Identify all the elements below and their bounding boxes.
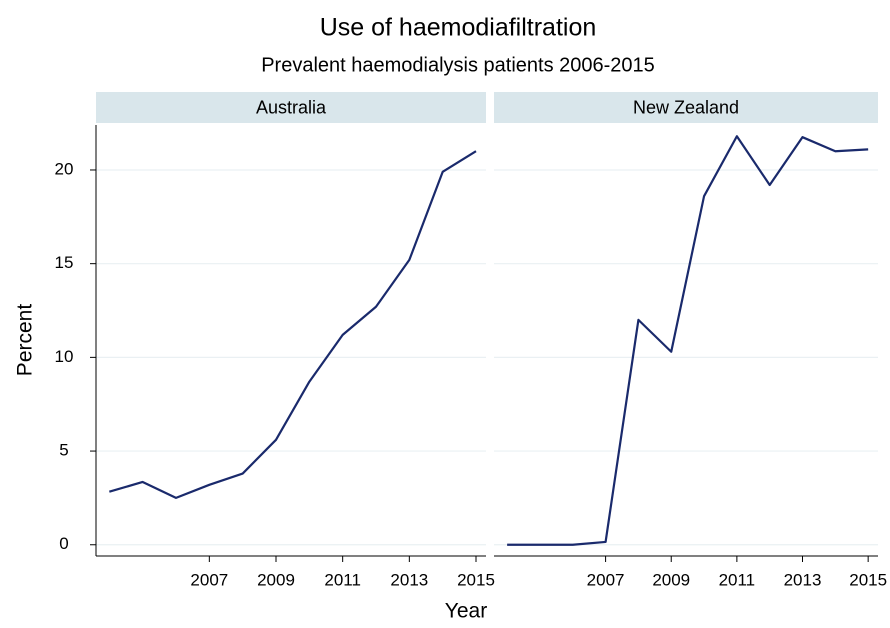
x-tick-label: 2015 bbox=[457, 570, 495, 589]
y-tick-label: 5 bbox=[59, 441, 68, 460]
x-axis-label: Year bbox=[445, 600, 487, 623]
chart-title: Use of haemodiafiltration bbox=[320, 14, 597, 42]
panel-header bbox=[494, 92, 878, 123]
x-tick-label: 2009 bbox=[257, 570, 295, 589]
y-tick-label: 15 bbox=[55, 253, 74, 272]
x-tick-label: 2011 bbox=[719, 570, 756, 589]
x-tick-label: 2015 bbox=[849, 570, 887, 589]
panel-title: New Zealand bbox=[633, 97, 739, 117]
y-axis-label: Percent bbox=[14, 304, 37, 377]
x-tick-label: 2013 bbox=[784, 570, 822, 589]
x-tick-label: 2013 bbox=[390, 570, 428, 589]
y-tick-label: 10 bbox=[55, 347, 74, 366]
panel-header bbox=[96, 92, 486, 123]
x-tick-label: 2007 bbox=[587, 570, 625, 589]
x-tick-label: 2009 bbox=[652, 570, 690, 589]
panel-title: Australia bbox=[256, 97, 327, 117]
data-line bbox=[109, 150, 477, 500]
y-tick-label: 0 bbox=[59, 534, 68, 553]
x-tick-label: 2007 bbox=[190, 570, 228, 589]
y-tick-label: 20 bbox=[55, 159, 74, 178]
chart-subtitle: Prevalent haemodialysis patients 2006-20… bbox=[261, 54, 655, 76]
x-tick-label: 2011 bbox=[324, 570, 361, 589]
data-line bbox=[507, 135, 869, 546]
